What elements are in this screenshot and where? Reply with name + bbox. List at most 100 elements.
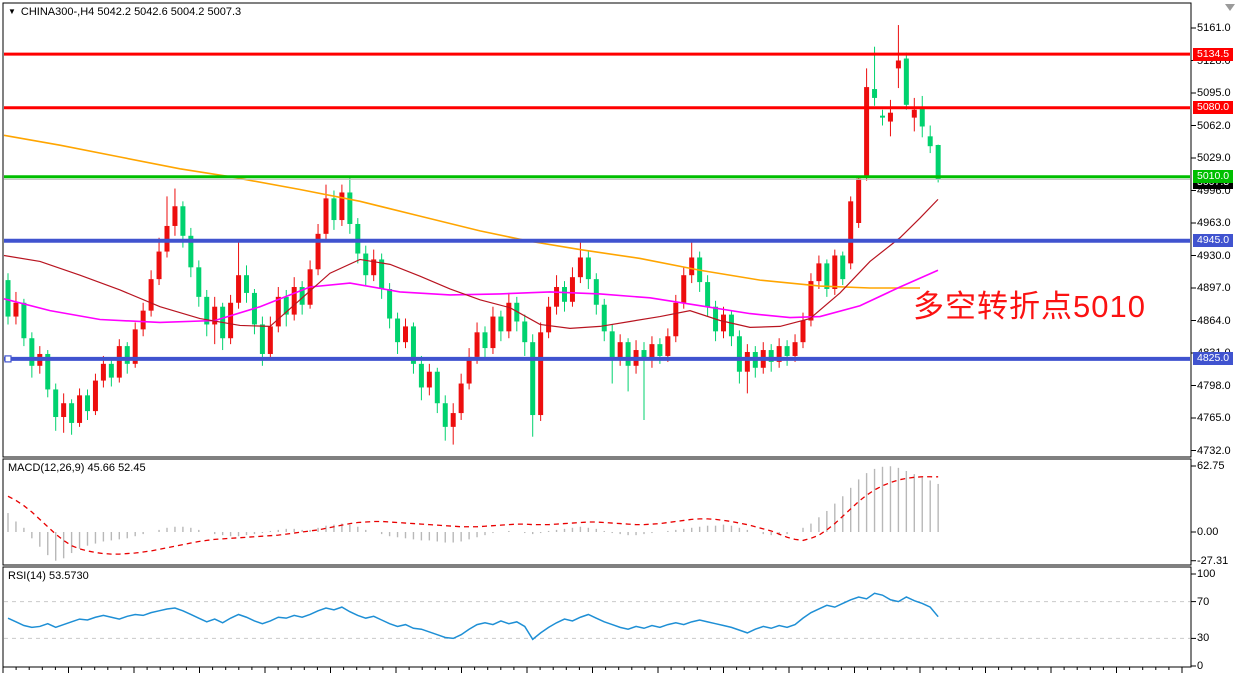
macd-tick-label: 62.75 (1197, 460, 1225, 472)
candle-body (856, 178, 862, 223)
price-badge-5134.5: 5134.5 (1193, 47, 1234, 61)
candle-body (323, 198, 329, 234)
candle-body (180, 206, 186, 236)
panel-frame-2 (2, 566, 1192, 668)
candle-body (275, 296, 281, 327)
candle-body (832, 255, 838, 289)
rsi-tick-label: 0 (1197, 660, 1204, 672)
price-badge-4825: 4825.0 (1193, 352, 1234, 366)
candle-body (21, 302, 27, 339)
chart-header: ▼ CHINA300-,H4 5042.2 5042.6 5004.2 5007.… (8, 6, 241, 18)
rsi-header: RSI(14) 53.5730 (8, 570, 89, 582)
candle-body (554, 287, 560, 307)
candle-body (196, 267, 202, 297)
candle-body (895, 60, 901, 69)
candle-body (927, 136, 933, 147)
candle-body (522, 321, 528, 343)
macd-signal-line (7, 476, 939, 555)
candle-body (29, 338, 35, 366)
candle-body (172, 206, 178, 226)
candle-body (466, 356, 472, 384)
candle-body (617, 342, 623, 358)
candle-body (108, 363, 114, 378)
candle-body (593, 279, 599, 305)
candle-body (85, 395, 90, 412)
candle-body (736, 336, 742, 372)
candle-body (124, 346, 130, 364)
candle-body (395, 318, 401, 343)
candle-body (410, 326, 416, 364)
candle-body (442, 403, 448, 427)
candle-body (872, 89, 878, 98)
candle-body (426, 371, 432, 388)
candle-body (530, 342, 536, 416)
candle-body (657, 344, 663, 356)
candle-body (283, 296, 289, 315)
price-tick-label: 4732.0 (1197, 444, 1231, 457)
candle-body (887, 112, 893, 122)
price-tick-label: 4930.0 (1197, 249, 1231, 262)
candle-body (188, 235, 194, 268)
candle-body (331, 198, 337, 221)
hline-handle (4, 355, 12, 363)
rsi-tick-label: 30 (1197, 632, 1210, 645)
ohlc-open: 5042.2 (97, 6, 131, 18)
candle-body (387, 288, 393, 319)
candle-body (585, 257, 591, 280)
candle-body (363, 253, 369, 276)
rsi-tick-label: 100 (1197, 568, 1216, 580)
candle-body (728, 314, 734, 337)
price-tick-label: 4963.0 (1197, 217, 1231, 229)
rsi-line (7, 592, 939, 641)
symbol-timeframe: CHINA300-,H4 (20, 6, 95, 18)
candle-body (776, 346, 782, 362)
candle-body (299, 287, 305, 305)
price-badge-5010: 5010.0 (1193, 170, 1234, 184)
candle-body (339, 192, 345, 221)
macd-header: MACD(12,26,9) 45.66 52.45 (8, 462, 146, 474)
macd-tick-label: -27.31 (1197, 554, 1229, 567)
candle-body (840, 255, 846, 280)
candle-body (259, 324, 265, 354)
rsi-value: 53.5730 (48, 570, 89, 582)
candle-body (291, 287, 297, 315)
collapse-ohlc-icon[interactable]: ▼ (8, 7, 16, 16)
candle-body (506, 302, 512, 332)
candle-body (418, 363, 424, 388)
candle-body (689, 257, 695, 276)
candle-body (371, 259, 377, 276)
candle-body (911, 109, 917, 118)
price-tick-label: 4864.0 (1197, 314, 1231, 327)
candle-body (13, 302, 19, 317)
candle-body (69, 403, 75, 423)
candle-body (156, 251, 162, 280)
candle-body (204, 296, 210, 325)
candle-body (903, 58, 909, 105)
rsi-label: RSI(14) (8, 570, 46, 582)
panel-frame-0 (2, 2, 1192, 458)
candle-body (577, 257, 583, 278)
candle-body (403, 326, 408, 343)
text-annotation[interactable]: 多空转折点5010 (913, 289, 1146, 324)
macd-tick-label: 0.00 (1197, 526, 1219, 538)
candle-body (649, 344, 655, 360)
candle-body (744, 352, 750, 372)
price-badge-4945: 4945.0 (1193, 234, 1234, 248)
ma-fast-crimson (3, 198, 939, 329)
macd-label: MACD(12,26,9) (8, 462, 85, 474)
candle-body (140, 310, 146, 330)
price-badge-5080: 5080.0 (1193, 101, 1234, 115)
price-tick-label: 4765.0 (1197, 412, 1231, 424)
candle-body (53, 389, 59, 418)
candle-body (236, 275, 242, 303)
candle-body (705, 282, 711, 307)
candle-body (116, 346, 122, 378)
candle-body (45, 353, 51, 390)
chart-shift-marker-icon[interactable] (1225, 4, 1235, 11)
candle-body (315, 233, 321, 270)
macd-values: 45.66 52.45 (87, 462, 146, 474)
candle-body (379, 259, 385, 289)
price-tick-label: 5161.0 (1197, 22, 1231, 34)
